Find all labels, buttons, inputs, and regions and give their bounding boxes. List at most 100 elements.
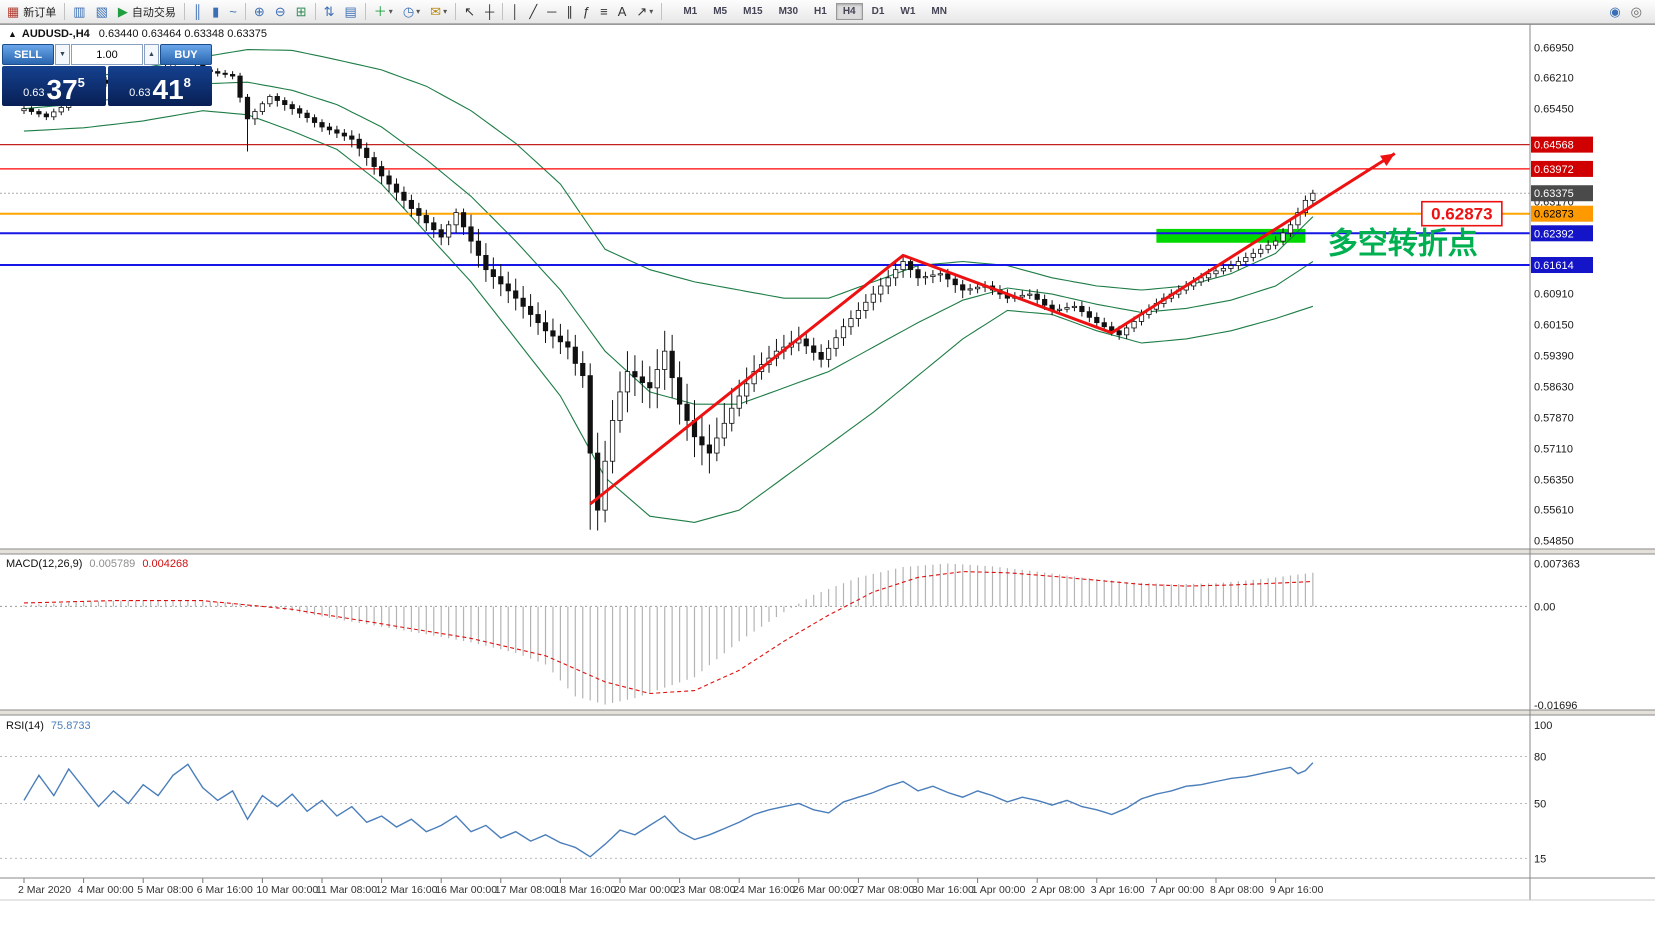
volume-input[interactable]: [71, 44, 143, 65]
svg-text:0.62873: 0.62873: [1534, 209, 1574, 221]
grid-button[interactable]: ⊞: [292, 1, 311, 23]
line-chart-button[interactable]: ~: [225, 1, 241, 23]
timeframe-MN[interactable]: MN: [931, 6, 947, 17]
profiles-icon: ▧: [95, 4, 108, 19]
svg-text:0.007363: 0.007363: [1534, 559, 1580, 571]
svg-text:0.62392: 0.62392: [1534, 228, 1574, 240]
periods-icon: ◷: [402, 4, 415, 19]
timeframe-M15[interactable]: M15: [743, 6, 763, 17]
timeframe-M1[interactable]: M1: [683, 6, 698, 17]
svg-text:多空转折点: 多空转折点: [1328, 227, 1478, 260]
svg-text:0.55610: 0.55610: [1534, 505, 1574, 517]
timeframe-D1[interactable]: D1: [871, 6, 885, 17]
sell-price-pip: 5: [77, 75, 85, 90]
vertical-line-icon: │: [511, 4, 520, 19]
candles-layer: [21, 48, 1316, 531]
candlestick-chart-button[interactable]: ▮: [208, 1, 223, 23]
community-chat-button[interactable]: ◉: [1605, 1, 1624, 23]
horizontal-line-icon: ─: [547, 4, 557, 19]
toolbar-right-group: ◉ ◎: [1604, 1, 1647, 23]
svg-text:26 Mar 00:00: 26 Mar 00:00: [793, 884, 855, 896]
timeframe-W1[interactable]: W1: [900, 6, 916, 17]
turning-point-label[interactable]: 多空转折点: [1328, 227, 1478, 260]
channel-button[interactable]: ∥: [562, 1, 577, 23]
zoom-in-button[interactable]: ⊕: [250, 1, 269, 23]
toolbar-separator: [502, 3, 504, 20]
sell-price-big: 37: [46, 74, 78, 105]
macd-signal-value: 0.004268: [142, 558, 189, 570]
search-button[interactable]: ◎: [1627, 1, 1646, 23]
buy-button[interactable]: BUY: [160, 44, 212, 65]
crosshair-button[interactable]: ┼: [481, 1, 498, 23]
chart-background: [0, 24, 1655, 949]
zoom-out-button[interactable]: ⊖: [271, 1, 290, 23]
autotrading-icon: ▶: [117, 4, 128, 19]
macd-name: MACD(12,26,9): [6, 558, 83, 570]
text-button[interactable]: A: [614, 1, 631, 23]
autotrading-button-label: 自动交易: [131, 6, 176, 19]
svg-text:0.58630: 0.58630: [1534, 382, 1574, 394]
timeframe-H4[interactable]: H4: [835, 3, 863, 20]
svg-text:27 Mar 08:00: 27 Mar 08:00: [852, 884, 914, 896]
templates-button[interactable]: ✉ ▾: [426, 1, 451, 23]
horizontal-line-button[interactable]: ─: [543, 1, 560, 23]
symbol-ohlc: 0.63440 0.63464 0.63348 0.63375: [98, 28, 267, 40]
price-callout[interactable]: 0.62873: [1421, 200, 1503, 227]
dropdown-arrow-icon[interactable]: ▾: [443, 7, 448, 16]
dropdown-arrow-icon[interactable]: ▾: [416, 7, 421, 16]
autotrading-button[interactable]: ▶ 自动交易: [114, 1, 180, 23]
svg-text:0.60150: 0.60150: [1534, 320, 1574, 332]
fibonacci-button[interactable]: ƒ: [579, 1, 594, 23]
svg-text:10 Mar 00:00: 10 Mar 00:00: [256, 884, 318, 896]
shapes-icon: ≡: [600, 4, 608, 19]
horizontal-line-objects[interactable]: [0, 144, 1530, 267]
cursor-button[interactable]: ↖: [460, 1, 479, 23]
chart-window-icon: ▥: [73, 4, 86, 19]
new-order-button[interactable]: ▦ 新订单: [3, 1, 60, 23]
dropdown-arrow-icon[interactable]: ▾: [388, 7, 393, 16]
svg-text:0.54850: 0.54850: [1534, 536, 1574, 548]
buy-price-display[interactable]: 0.63 41 8: [108, 66, 212, 106]
periods-button[interactable]: ◷ ▾: [399, 1, 424, 23]
sell-button[interactable]: SELL: [2, 44, 54, 65]
trend-arrow-lines[interactable]: [589, 152, 1396, 506]
profiles-button[interactable]: ▧: [92, 1, 112, 23]
indicators-button[interactable]: ＋ ▾: [370, 1, 397, 23]
toolbar-separator: [244, 3, 246, 20]
volume-increase-button[interactable]: ▲: [144, 44, 159, 65]
arrange-windows-icon: ⇅: [323, 4, 335, 19]
arrow-tools-button[interactable]: ↗ ▾: [632, 1, 657, 23]
svg-text:3 Apr 16:00: 3 Apr 16:00: [1091, 884, 1145, 896]
macd-pane-divider[interactable]: [0, 549, 1655, 554]
sell-price-display[interactable]: 0.63 37 5: [2, 66, 106, 106]
volume-decrease-button[interactable]: ▼: [55, 44, 70, 65]
svg-text:2 Apr 08:00: 2 Apr 08:00: [1031, 884, 1085, 896]
toolbar-separator: [455, 3, 457, 20]
bar-chart-icon: ║: [192, 4, 203, 19]
timeframe-bar: M1 M5 M15 M30 H1 H4 D1 W1 MN: [675, 3, 955, 20]
svg-text:0.63375: 0.63375: [1534, 188, 1574, 200]
rsi-indicator-label: RSI(14) 75.8733: [6, 720, 91, 732]
buy-price-big: 41: [152, 74, 184, 105]
rsi-pane-divider[interactable]: [0, 710, 1655, 715]
panel-collapse-icon[interactable]: ▲: [8, 29, 17, 39]
macd-pane: 0.007363 0.00 -0.01696: [0, 559, 1580, 712]
timeframe-H1[interactable]: H1: [814, 6, 827, 17]
grid-icon: ⊞: [295, 4, 307, 19]
tile-windows-button[interactable]: ▤: [340, 1, 360, 23]
new-order-button-label: 新订单: [23, 6, 57, 19]
chart-window-button[interactable]: ▥: [69, 1, 89, 23]
timeframe-M30[interactable]: M30: [778, 6, 799, 17]
bar-chart-button[interactable]: ║: [189, 1, 206, 23]
trendline-button[interactable]: ╱: [525, 1, 541, 23]
shapes-button[interactable]: ≡: [596, 1, 612, 23]
rsi-pane: 100 80 50 15: [0, 720, 1552, 865]
svg-text:100: 100: [1534, 720, 1552, 732]
dropdown-arrow-icon[interactable]: ▾: [649, 7, 654, 16]
pane-borders: [0, 24, 1655, 901]
vertical-line-button[interactable]: │: [507, 1, 523, 23]
arrange-windows-button[interactable]: ⇅: [320, 1, 339, 23]
timeframe-M5[interactable]: M5: [713, 6, 728, 17]
indicators-icon: ＋: [373, 4, 387, 19]
